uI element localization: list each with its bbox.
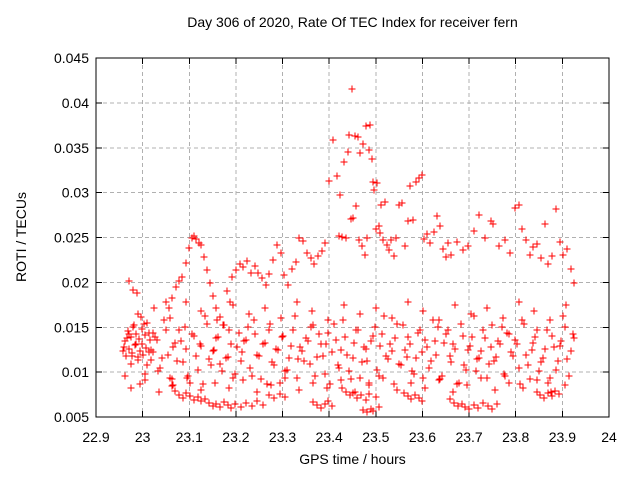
y-tick-label: 0.045 (54, 50, 89, 66)
y-tick-label: 0.01 (62, 364, 89, 380)
x-tick-label: 23.1 (176, 429, 203, 445)
y-tick-label: 0.005 (54, 409, 89, 425)
x-tick-label: 22.9 (82, 429, 109, 445)
x-tick-label: 23.7 (455, 429, 482, 445)
x-tick-label: 23.5 (362, 429, 389, 445)
x-tick-label: 24 (601, 429, 617, 445)
axes (95, 57, 610, 418)
tick-labels: 22.9 23 23.1 23.2 23.3 23.4 23.5 23.6 23.7 23.8 23… (54, 50, 617, 445)
x-tick-label: 23 (135, 429, 151, 445)
x-tick-label: 23.6 (409, 429, 436, 445)
x-tick-label: 23.4 (316, 429, 343, 445)
y-tick-label: 0.02 (62, 274, 89, 290)
chart-title: Day 306 of 2020, Rate Of TEC Index for r… (187, 14, 518, 30)
y-tick-label: 0.035 (54, 140, 89, 156)
x-tick-label: 23.3 (269, 429, 296, 445)
x-tick-label: 23.8 (502, 429, 529, 445)
x-tick-label: 23.9 (549, 429, 576, 445)
y-tick-label: 0.04 (62, 95, 89, 111)
y-tick-label: 0.025 (54, 230, 89, 246)
x-axis-label: GPS time / hours (299, 451, 406, 467)
data-points (119, 85, 578, 416)
y-tick-label: 0.03 (62, 185, 89, 201)
x-tick-label: 23.2 (222, 429, 249, 445)
y-tick-label: 0.015 (54, 319, 89, 335)
gridlines (96, 58, 609, 417)
